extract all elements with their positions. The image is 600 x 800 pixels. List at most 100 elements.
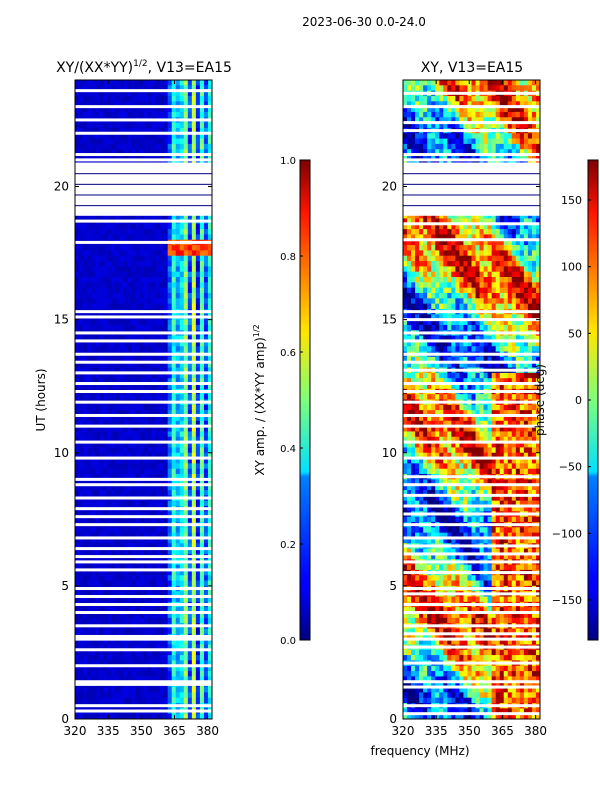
heatmap-cell <box>111 687 116 693</box>
heatmap-cell <box>203 436 209 443</box>
heatmap-cell <box>75 255 80 262</box>
heatmap-cell <box>87 266 92 273</box>
heatmap-cell <box>175 426 181 432</box>
heatmap-cell <box>127 527 132 534</box>
heatmap-cell <box>91 687 96 693</box>
heatmap-cell <box>167 261 173 267</box>
heatmap-cell <box>195 154 201 161</box>
heatmap-cell <box>167 410 173 416</box>
heatmap-cell <box>91 223 96 230</box>
heatmap-cell <box>115 649 120 656</box>
heatmap-cell <box>163 149 169 155</box>
heatmap-cell <box>191 229 197 235</box>
heatmap-cell <box>115 612 120 619</box>
heatmap-cell <box>91 580 96 587</box>
heatmap-cell <box>131 101 136 108</box>
heatmap-cell <box>111 511 116 518</box>
heatmap-cell <box>79 436 84 443</box>
heatmap-cell <box>427 111 432 118</box>
heatmap-cell <box>127 628 132 635</box>
heatmap-cell <box>455 101 460 108</box>
heatmap-cell <box>119 569 124 576</box>
heatmap-cell <box>79 692 84 699</box>
heatmap-cell <box>131 697 136 704</box>
heatmap-cell <box>403 122 408 129</box>
heatmap-cell <box>503 149 509 155</box>
heatmap-cell <box>427 149 432 155</box>
heatmap-cell <box>179 378 185 384</box>
heatmap-cell <box>195 127 201 134</box>
heatmap-cell <box>167 687 173 693</box>
heatmap-cell <box>455 143 460 150</box>
heatmap-cell <box>179 404 185 411</box>
heatmap-cell <box>143 340 148 347</box>
flagged-row <box>75 664 212 668</box>
heatmap-cell <box>439 138 444 145</box>
heatmap-cell <box>135 383 140 390</box>
heatmap-cell <box>151 575 156 581</box>
heatmap-cell <box>191 277 197 283</box>
heatmap-cell <box>95 111 100 118</box>
heatmap-cell <box>459 80 464 86</box>
heatmap-cell <box>107 692 112 699</box>
heatmap-cell <box>435 143 440 150</box>
heatmap-cell <box>95 537 100 544</box>
heatmap-cell <box>111 229 116 235</box>
heatmap-cell <box>195 234 201 241</box>
heatmap-cell <box>163 692 169 699</box>
heatmap-cell <box>195 372 201 379</box>
heatmap-cell <box>475 101 480 108</box>
heatmap-cell <box>195 293 201 299</box>
heatmap-cell <box>427 80 432 86</box>
heatmap-cell <box>459 106 464 113</box>
heatmap-cell <box>407 138 412 145</box>
heatmap-cell <box>123 356 128 363</box>
heatmap-cell <box>83 383 88 390</box>
heatmap-cell <box>183 340 189 347</box>
heatmap-cell <box>83 356 88 363</box>
heatmap-cell <box>163 404 169 411</box>
heatmap-cell <box>179 95 185 102</box>
heatmap-cell <box>199 580 205 587</box>
heatmap-cell <box>91 415 96 422</box>
heatmap-cell <box>87 250 92 257</box>
heatmap-cell <box>195 692 201 699</box>
heatmap-cell <box>187 287 193 294</box>
heatmap-cell <box>139 404 144 411</box>
heatmap-cell <box>171 687 177 693</box>
heatmap-cell <box>195 564 201 571</box>
heatmap-cell <box>115 404 120 411</box>
flagged-row <box>75 413 212 417</box>
heatmap-cell <box>175 154 181 161</box>
heatmap-cell <box>103 532 108 539</box>
heatmap-cell <box>423 80 428 86</box>
heatmap-cell <box>183 415 189 422</box>
heatmap-cell <box>163 383 169 390</box>
heatmap-cell <box>111 452 116 459</box>
heatmap-cell <box>503 117 509 124</box>
heatmap-cell <box>107 229 112 235</box>
heatmap-cell <box>123 319 128 326</box>
heatmap-cell <box>443 143 448 150</box>
heatmap-cell <box>407 143 412 150</box>
heatmap-cell <box>115 234 120 241</box>
heatmap-cell <box>119 575 124 581</box>
heatmap-cell <box>91 101 96 108</box>
heatmap-cell <box>131 447 136 454</box>
heatmap-cell <box>187 591 193 597</box>
heatmap-cell <box>147 527 152 534</box>
heatmap-cell <box>131 649 136 656</box>
heatmap-cell <box>171 133 177 139</box>
heatmap-cell <box>99 580 104 587</box>
heatmap-cell <box>107 655 112 661</box>
heatmap-cell <box>439 117 444 124</box>
heatmap-cell <box>75 697 80 704</box>
heatmap-cell <box>163 277 169 283</box>
heatmap-cell <box>115 665 120 672</box>
heatmap-cell <box>139 431 144 438</box>
heatmap-cell <box>415 149 420 155</box>
heatmap-cell <box>107 431 112 438</box>
heatmap-cell <box>107 319 112 326</box>
heatmap-cell <box>459 133 464 139</box>
heatmap-cell <box>147 431 152 438</box>
